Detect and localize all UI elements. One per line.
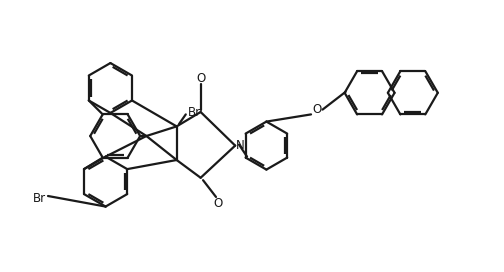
Text: Br: Br: [32, 192, 45, 205]
Text: O: O: [214, 197, 223, 210]
Text: O: O: [312, 103, 322, 116]
Text: O: O: [196, 72, 205, 85]
Text: Br: Br: [188, 106, 201, 119]
Text: N: N: [236, 139, 244, 152]
